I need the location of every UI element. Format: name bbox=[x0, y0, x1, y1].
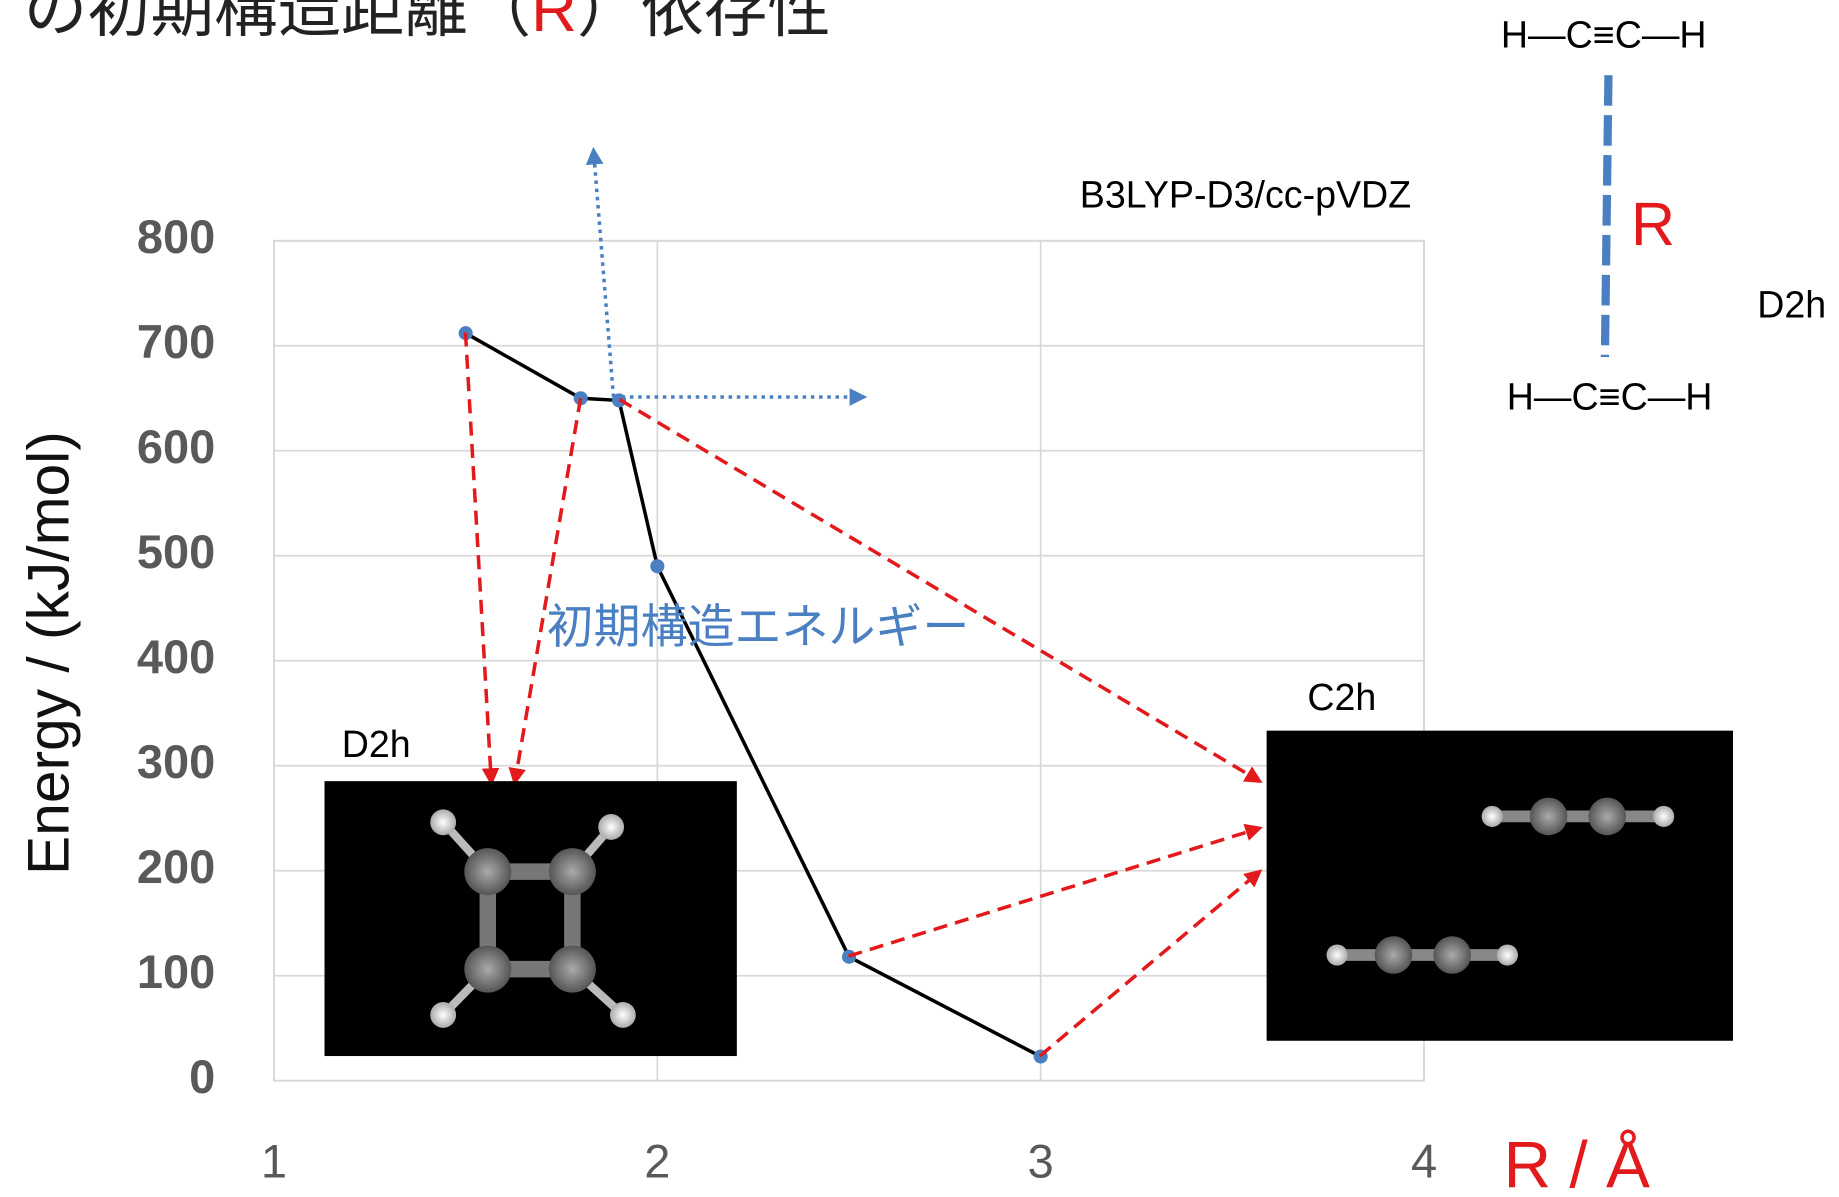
data-point bbox=[650, 559, 664, 573]
title-part: ）依存性 bbox=[577, 0, 831, 45]
x-tick-label: 1 bbox=[261, 1135, 287, 1188]
arrow bbox=[848, 828, 1259, 956]
y-tick-label: 100 bbox=[137, 945, 215, 998]
x-tick-label: 2 bbox=[644, 1135, 670, 1188]
x-axis-label: R / Å bbox=[1504, 1127, 1650, 1197]
molecule-label: H—C≡C—H bbox=[1501, 14, 1707, 56]
title-part: の初期構造距離（ bbox=[24, 0, 531, 45]
symmetry-label: D2h bbox=[342, 723, 411, 765]
arrow bbox=[619, 399, 1259, 781]
y-tick-label: 600 bbox=[137, 420, 215, 473]
molecule-label: H—C≡C—H bbox=[1507, 375, 1713, 417]
y-tick-label: 400 bbox=[137, 630, 215, 683]
chart: の初期構造距離（R）依存性 H—C≡C—H R D2h H—C≡C—H B3LY… bbox=[0, 0, 1839, 1197]
molecule-image bbox=[1267, 731, 1733, 1041]
y-tick-label: 0 bbox=[189, 1050, 215, 1103]
x-tick-label: 4 bbox=[1411, 1135, 1437, 1188]
y-tick-label: 300 bbox=[137, 735, 215, 788]
x-tick-label: 3 bbox=[1028, 1135, 1054, 1188]
axis-arrow bbox=[594, 150, 614, 397]
y-axis-label: Energy / (kJ/mol) bbox=[17, 431, 82, 875]
distance-label: R bbox=[1631, 190, 1675, 258]
y-tick-label: 500 bbox=[137, 525, 215, 578]
title: の初期構造距離（R）依存性 bbox=[24, 0, 831, 45]
distance-line bbox=[1605, 75, 1609, 357]
y-tick-label: 700 bbox=[137, 315, 215, 368]
y-tick-label: 200 bbox=[137, 840, 215, 893]
molecule-image bbox=[325, 781, 737, 1056]
subtitle: B3LYP-D3/cc-pVDZ bbox=[1080, 173, 1411, 215]
y-tick-label: 800 bbox=[137, 210, 215, 263]
title-part: R bbox=[531, 0, 577, 45]
symmetry-label: D2h bbox=[1757, 284, 1826, 326]
arrow bbox=[515, 398, 581, 782]
series-label: 初期構造エネルギー bbox=[547, 600, 970, 653]
arrow bbox=[1040, 872, 1260, 1056]
arrow bbox=[465, 332, 491, 782]
symmetry-label: C2h bbox=[1307, 676, 1376, 718]
